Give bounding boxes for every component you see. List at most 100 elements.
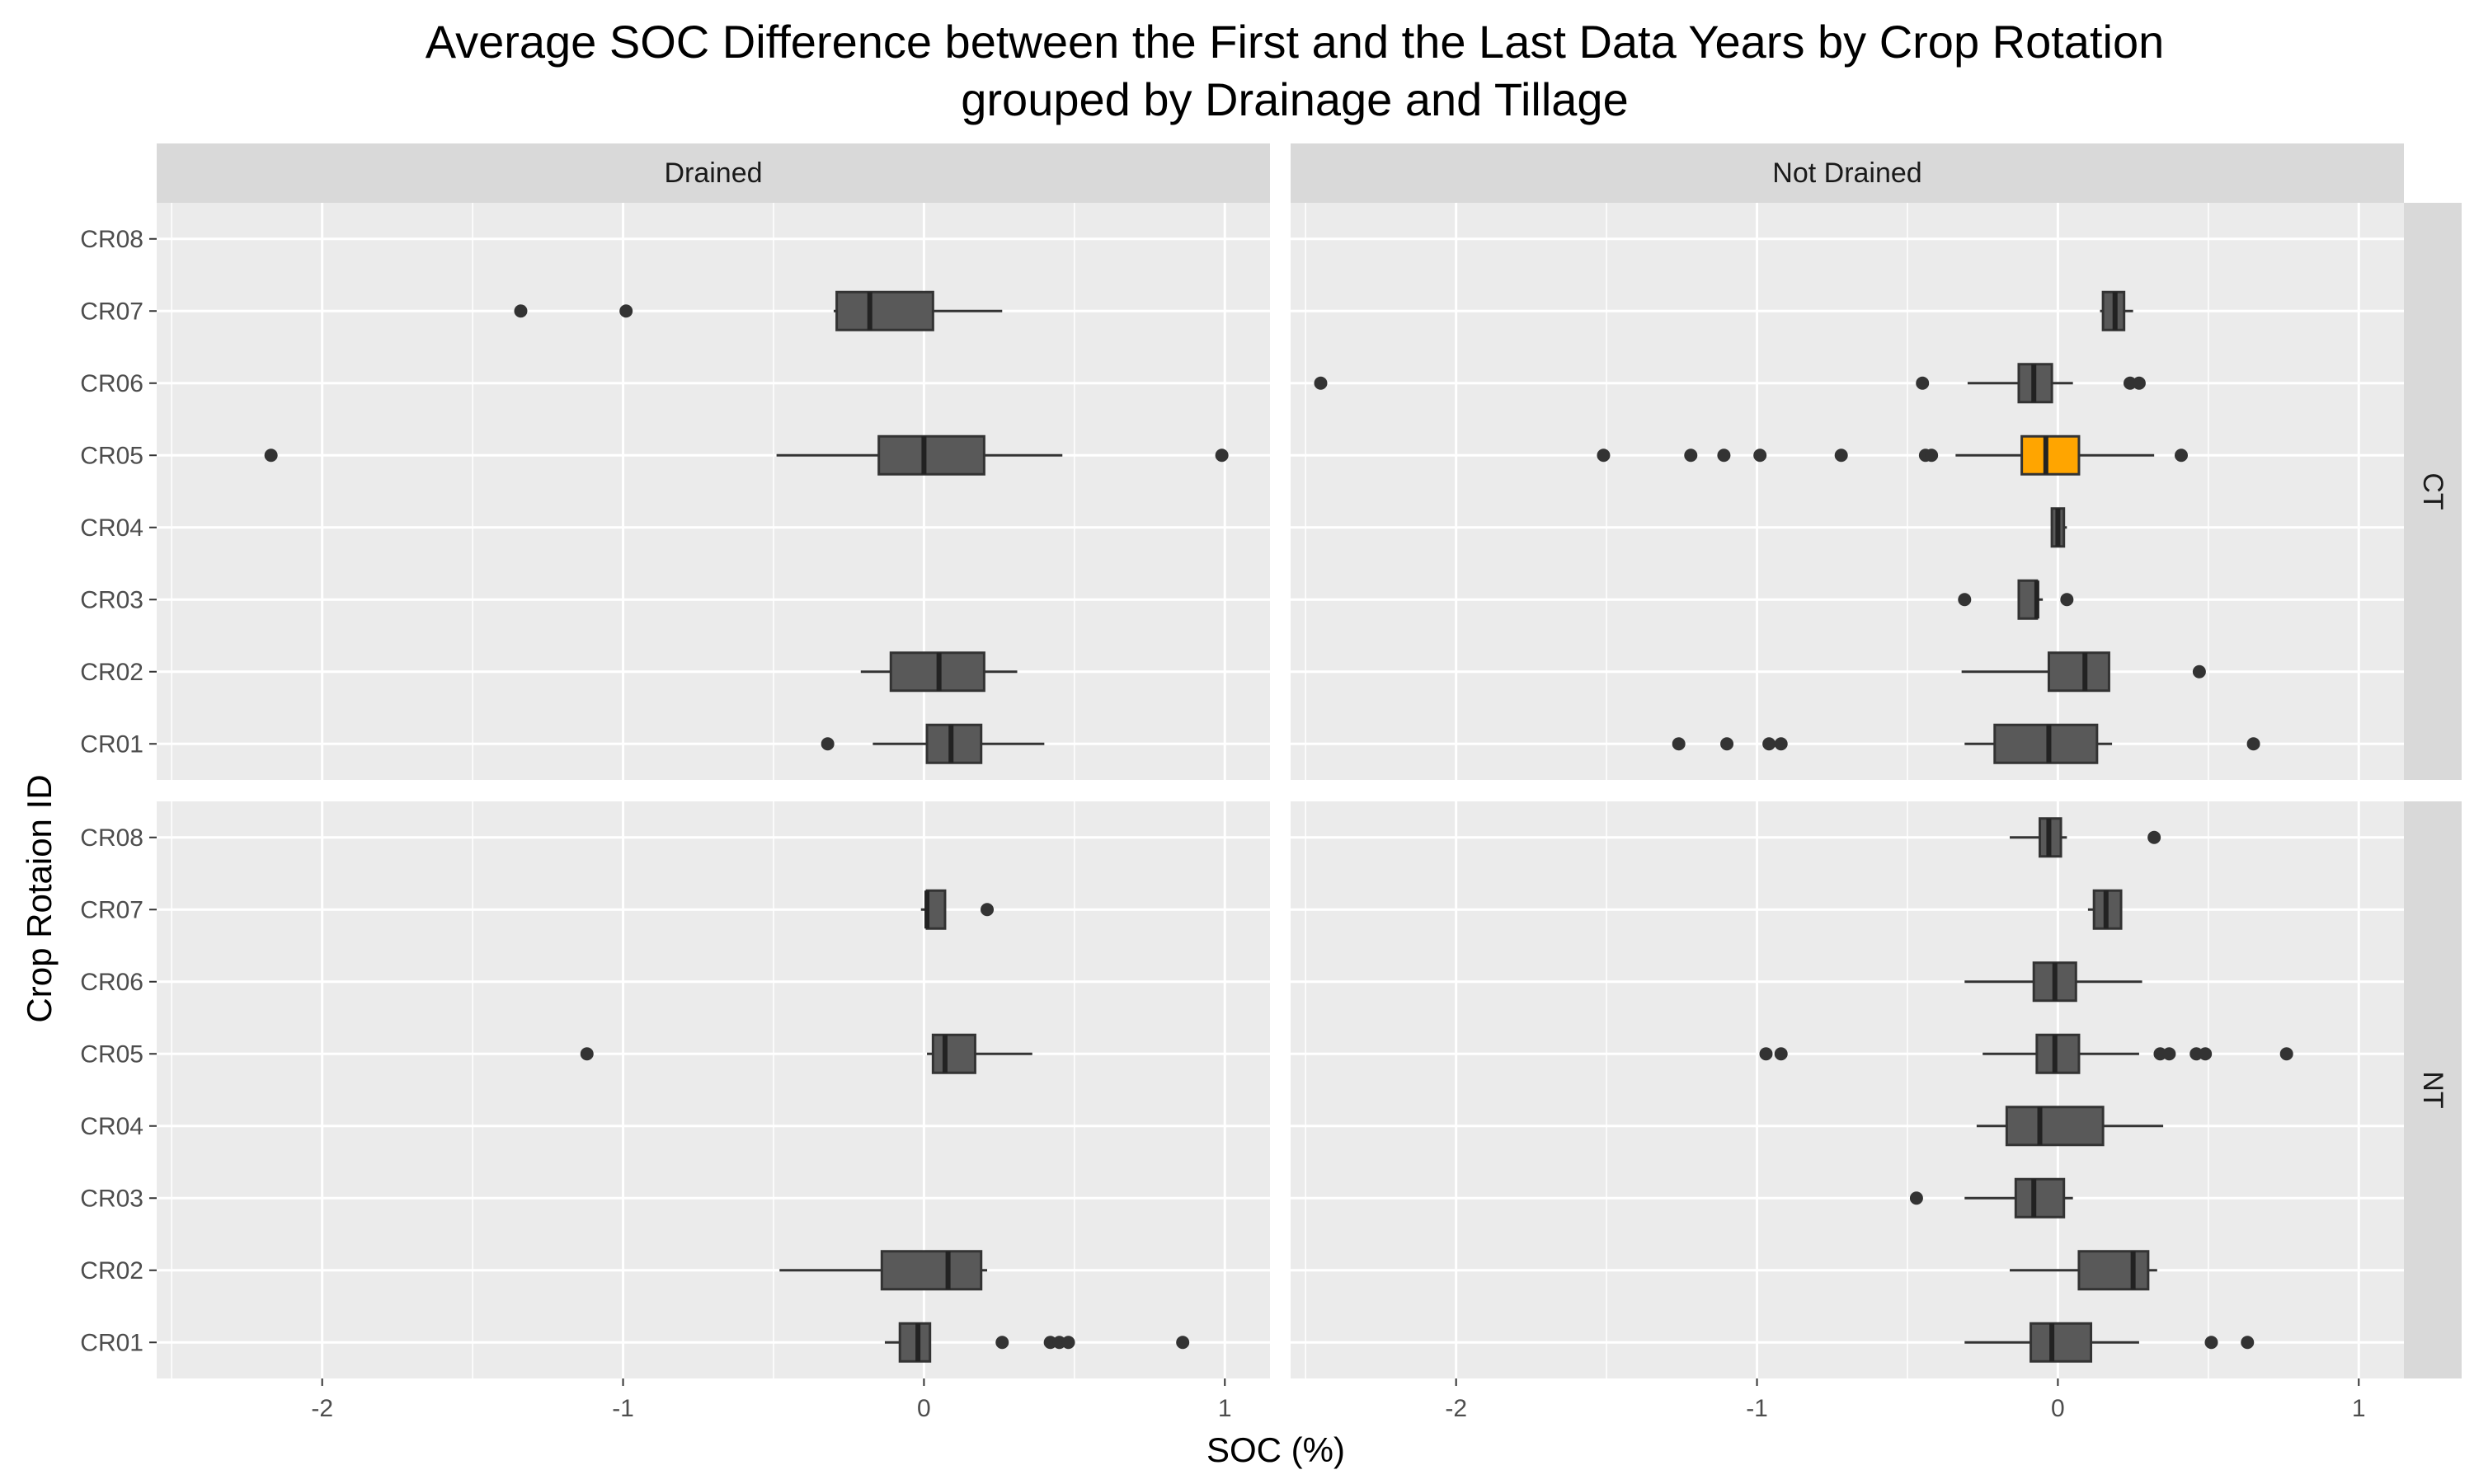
outlier-not-drained-ct-cr06: [1916, 376, 1930, 390]
outlier-drained-ct-cr01: [821, 737, 835, 751]
panel-bg-drained-ct: [157, 203, 1270, 780]
outlier-drained-ct-cr07: [514, 304, 528, 318]
y-tick-label: CR04: [80, 514, 143, 542]
outlier-not-drained-ct-cr05: [1684, 448, 1698, 463]
box-not-drained-nt-cr02: [2077, 1250, 2150, 1291]
outlier-drained-ct-cr05: [264, 448, 278, 463]
box-drained-nt-cr05: [931, 1033, 976, 1074]
y-tick-label: CR07: [80, 896, 143, 923]
chart-title-line-2: grouped by Drainage and Tillage: [961, 73, 1628, 125]
y-tick-label: CR03: [80, 586, 143, 613]
y-tick-label: CR02: [80, 1257, 143, 1284]
y-tick-label: CR03: [80, 1185, 143, 1212]
x-tick-label: 1: [2352, 1395, 2366, 1422]
y-tick-label: CR05: [80, 442, 143, 469]
outlier-not-drained-ct-cr06: [1314, 376, 1328, 390]
outlier-not-drained-ct-cr01: [1672, 737, 1686, 751]
box-not-drained-nt-cr04: [2005, 1106, 2105, 1147]
box-not-drained-nt-cr03: [2014, 1177, 2066, 1219]
x-tick-label: -2: [1445, 1395, 1467, 1422]
y-tick-label: CR01: [80, 730, 143, 758]
outlier-not-drained-ct-cr05: [2175, 448, 2188, 463]
outlier-drained-nt-cr01: [1043, 1336, 1057, 1350]
box-drained-nt-cr01: [898, 1322, 932, 1363]
strip-drained: [157, 143, 1270, 203]
y-tick-label: CR07: [80, 298, 143, 325]
y-tick-label: CR02: [80, 659, 143, 686]
outlier-not-drained-nt-cr03: [1909, 1191, 1923, 1205]
box-not-drained-ct-cr02: [2047, 651, 2110, 693]
y-tick-label: CR06: [80, 370, 143, 397]
strip-label-nt: NT: [2417, 1071, 2448, 1108]
outlier-drained-nt-cr01: [1176, 1336, 1190, 1350]
outlier-not-drained-ct-cr02: [2192, 665, 2206, 679]
box-drained-nt-cr02: [880, 1250, 983, 1291]
y-tick-label: CR08: [80, 824, 143, 852]
outlier-not-drained-ct-cr01: [1720, 737, 1734, 751]
x-axis-title: SOC (%): [1206, 1430, 1345, 1469]
outlier-drained-nt-cr01: [1052, 1336, 1066, 1350]
x-tick-label: 0: [917, 1395, 931, 1422]
x-tick-label: -1: [1746, 1395, 1768, 1422]
strip-ct: [2404, 203, 2462, 780]
outlier-not-drained-nt-cr05: [1759, 1047, 1773, 1061]
outlier-not-drained-ct-cr05: [1834, 448, 1848, 463]
panel-bg-not-drained-ct: [1291, 203, 2404, 780]
x-tick-label: 0: [2051, 1395, 2065, 1422]
outlier-not-drained-ct-cr03: [1958, 593, 1972, 607]
box-not-drained-nt-cr05: [2035, 1033, 2081, 1074]
strip-label-not-drained: Not Drained: [1772, 157, 1921, 189]
outlier-drained-ct-cr05: [1215, 448, 1229, 463]
outlier-not-drained-nt-cr08: [2147, 830, 2161, 844]
outlier-not-drained-ct-cr01: [2246, 737, 2260, 751]
outlier-drained-nt-cr01: [995, 1336, 1009, 1350]
outlier-not-drained-ct-cr01: [1774, 737, 1788, 751]
panel-bg-not-drained-nt: [1291, 801, 2404, 1378]
box-drained-ct-cr01: [925, 723, 983, 764]
y-tick-label: CR05: [80, 1040, 143, 1068]
outlier-not-drained-ct-cr03: [2060, 593, 2074, 607]
panel-bg-drained-nt: [157, 801, 1270, 1378]
box-drained-ct-cr05: [877, 434, 985, 476]
outlier-not-drained-nt-cr05: [2162, 1047, 2176, 1061]
outlier-not-drained-nt-cr01: [2241, 1336, 2255, 1350]
outlier-drained-nt-cr07: [981, 903, 995, 917]
box-not-drained-ct-cr05: [2020, 434, 2081, 476]
outlier-not-drained-ct-cr05: [1925, 448, 1939, 463]
strip-not-drained: [1291, 143, 2404, 203]
outlier-not-drained-ct-cr01: [1762, 737, 1776, 751]
strip-label-ct: CT: [2417, 472, 2448, 510]
box-not-drained-ct-cr03: [2017, 579, 2039, 620]
outlier-not-drained-nt-cr05: [2279, 1047, 2293, 1061]
outlier-not-drained-ct-cr05: [1597, 448, 1611, 463]
box-not-drained-nt-cr01: [2030, 1322, 2093, 1363]
outlier-not-drained-ct-cr05: [1753, 448, 1767, 463]
strip-label-drained: Drained: [664, 157, 762, 189]
outlier-drained-nt-cr01: [1061, 1336, 1075, 1350]
outlier-not-drained-nt-cr05: [2153, 1047, 2167, 1061]
outlier-not-drained-nt-cr05: [2199, 1047, 2213, 1061]
y-tick-label: CR04: [80, 1113, 143, 1140]
outlier-not-drained-ct-cr05: [1717, 448, 1731, 463]
x-tick-label: -1: [612, 1395, 634, 1422]
y-axis-title: Crop Rotaion ID: [20, 774, 59, 1022]
box-drained-nt-cr07: [925, 889, 947, 930]
outlier-not-drained-nt-cr01: [2204, 1336, 2218, 1350]
plot-area: Drained Not Drained CT NT CR01 CR02 CR03 CR04 CR…: [80, 143, 2462, 1422]
y-tick-label: CR01: [80, 1329, 143, 1356]
y-tick-label: CR08: [80, 226, 143, 253]
chart-title-line-1: Average SOC Difference between the First…: [426, 16, 2164, 68]
outlier-not-drained-ct-cr06: [2123, 376, 2137, 390]
box-not-drained-ct-cr01: [1993, 723, 2099, 764]
x-tick-label: 1: [1218, 1395, 1232, 1422]
outlier-not-drained-ct-cr06: [2132, 376, 2146, 390]
outlier-drained-ct-cr07: [619, 304, 633, 318]
outlier-not-drained-nt-cr05: [1774, 1047, 1788, 1061]
strip-nt: [2404, 801, 2462, 1378]
x-tick-label: -2: [311, 1395, 333, 1422]
box-drained-ct-cr07: [835, 290, 934, 331]
outlier-drained-nt-cr05: [580, 1047, 594, 1061]
outlier-not-drained-nt-cr05: [2189, 1047, 2204, 1061]
y-tick-label: CR06: [80, 969, 143, 996]
